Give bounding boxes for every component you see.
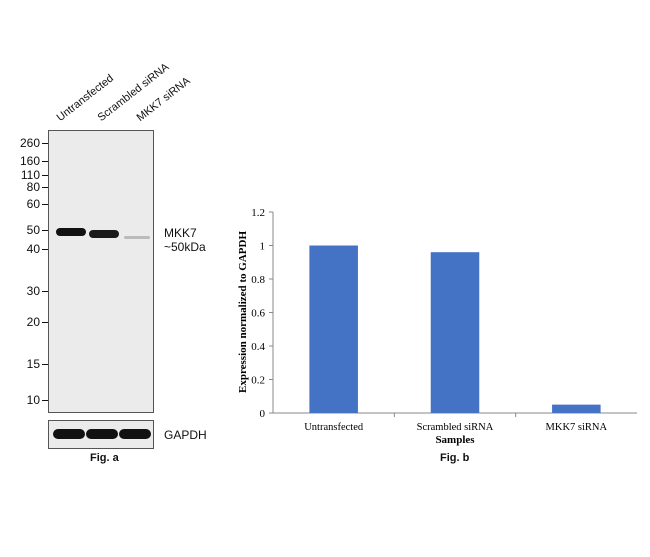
mw-tick — [42, 364, 50, 365]
target-label: MKK7 — [164, 226, 197, 240]
mw-marker-60: 60 — [26, 197, 40, 211]
mw-tick — [42, 187, 50, 188]
mw-marker-40: 40 — [26, 242, 40, 256]
y-tick-label: 0 — [260, 408, 266, 420]
y-tick-label: 0.4 — [251, 341, 265, 353]
mw-tick — [42, 143, 50, 144]
gapdh-band-untransfected — [53, 429, 85, 439]
bars — [309, 245, 601, 413]
mw-marker-160: 160 — [19, 154, 40, 168]
band-mkk7-sirna — [124, 236, 150, 239]
x-tick-labels: Untransfected Scrambled siRNA MKK7 siRNA — [304, 413, 608, 433]
mw-tick — [42, 161, 50, 162]
gapdh-blot — [48, 420, 154, 449]
y-tick-label: 1.2 — [251, 207, 265, 219]
x-tick-label: Untransfected — [304, 422, 364, 433]
mw-marker-20: 20 — [26, 315, 40, 329]
bar-mkk7-sirna — [552, 404, 601, 413]
x-tick-label: Scrambled siRNA — [417, 422, 494, 433]
y-axis-label: Expression normalized to GAPDH — [237, 231, 249, 393]
y-tick-label: 0.6 — [251, 308, 265, 320]
mw-marker-50: 50 — [26, 223, 40, 237]
mw-marker-110: 110 — [20, 168, 40, 182]
mw-marker-10: 10 — [26, 393, 40, 407]
mw-tick — [42, 291, 50, 292]
mw-tick — [42, 175, 50, 176]
mw-marker-15: 15 — [26, 357, 40, 371]
mw-tick — [42, 400, 50, 401]
mw-tick — [42, 204, 50, 205]
fig-b-caption: Fig. b — [440, 452, 470, 464]
mw-tick — [42, 322, 50, 323]
mw-tick — [42, 249, 50, 250]
target-size-label: ~50kDa — [164, 240, 206, 254]
gapdh-band-mkk7-sirna — [119, 429, 151, 439]
bar-untransfected — [309, 245, 358, 413]
mw-tick — [42, 230, 50, 231]
y-tick-labels: 0 0.2 0.4 0.6 0.8 1 1.2 — [251, 207, 273, 420]
y-tick-label: 1 — [260, 241, 266, 253]
x-tick-label: MKK7 siRNA — [546, 422, 608, 433]
x-axis-label: Samples — [435, 434, 475, 446]
band-untransfected — [56, 228, 86, 236]
bar-scrambled-sirna — [430, 252, 480, 413]
y-tick-label: 0.2 — [251, 375, 265, 387]
loading-control-label: GAPDH — [164, 428, 207, 442]
band-scrambled-sirna — [89, 230, 119, 238]
mkk7-blot — [48, 130, 154, 413]
mw-marker-260: 260 — [19, 136, 40, 150]
mw-marker-80: 80 — [26, 180, 40, 194]
mw-marker-30: 30 — [26, 284, 40, 298]
gapdh-band-scrambled-sirna — [86, 429, 118, 439]
y-tick-label: 0.8 — [251, 274, 265, 286]
fig-a-caption: Fig. a — [90, 452, 119, 464]
